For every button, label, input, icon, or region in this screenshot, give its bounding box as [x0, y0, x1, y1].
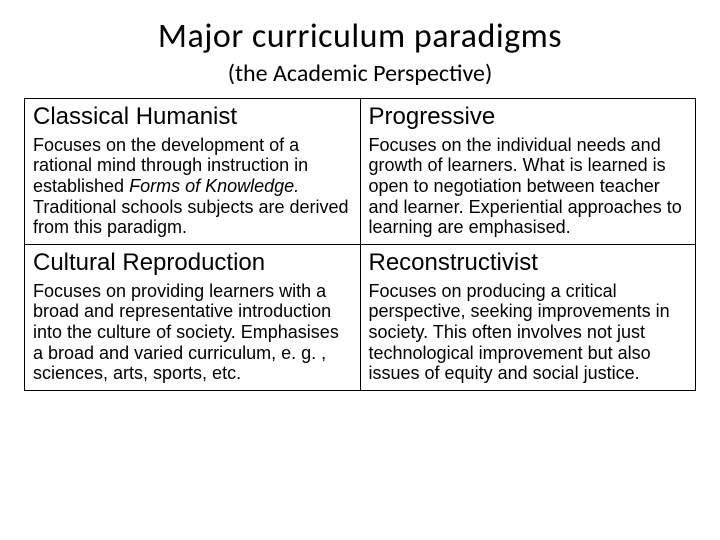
cell-body: Focuses on producing a critical perspect…	[369, 281, 688, 384]
cell-body-italic: Forms of Knowledge.	[129, 176, 299, 196]
cell-body: Focuses on providing learners with a bro…	[33, 281, 352, 384]
cell-cultural-reproduction: Cultural Reproduction Focuses on providi…	[25, 245, 361, 391]
paradigm-table: Classical Humanist Focuses on the develo…	[24, 98, 696, 391]
cell-body-pre: Focuses on producing a critical perspect…	[369, 281, 670, 384]
cell-heading: Progressive	[369, 103, 688, 131]
cell-body-pre: Focuses on the individual needs and grow…	[369, 135, 682, 238]
cell-reconstructivist: Reconstructivist Focuses on producing a …	[360, 245, 696, 391]
page-subtitle: (the Academic Perspective)	[24, 59, 696, 88]
cell-body: Focuses on the individual needs and grow…	[369, 135, 688, 238]
cell-body-pre: Focuses on providing learners with a bro…	[33, 281, 339, 384]
cell-body-post: Traditional schools subjects are derived…	[33, 197, 349, 238]
cell-heading: Classical Humanist	[33, 103, 352, 131]
cell-heading: Cultural Reproduction	[33, 249, 352, 277]
cell-heading: Reconstructivist	[369, 249, 688, 277]
cell-progressive: Progressive Focuses on the individual ne…	[360, 99, 696, 245]
cell-classical-humanist: Classical Humanist Focuses on the develo…	[25, 99, 361, 245]
page-title: Major curriculum paradigms	[24, 16, 696, 57]
slide: Major curriculum paradigms (the Academic…	[0, 0, 720, 540]
cell-body: Focuses on the development of a rational…	[33, 135, 352, 238]
